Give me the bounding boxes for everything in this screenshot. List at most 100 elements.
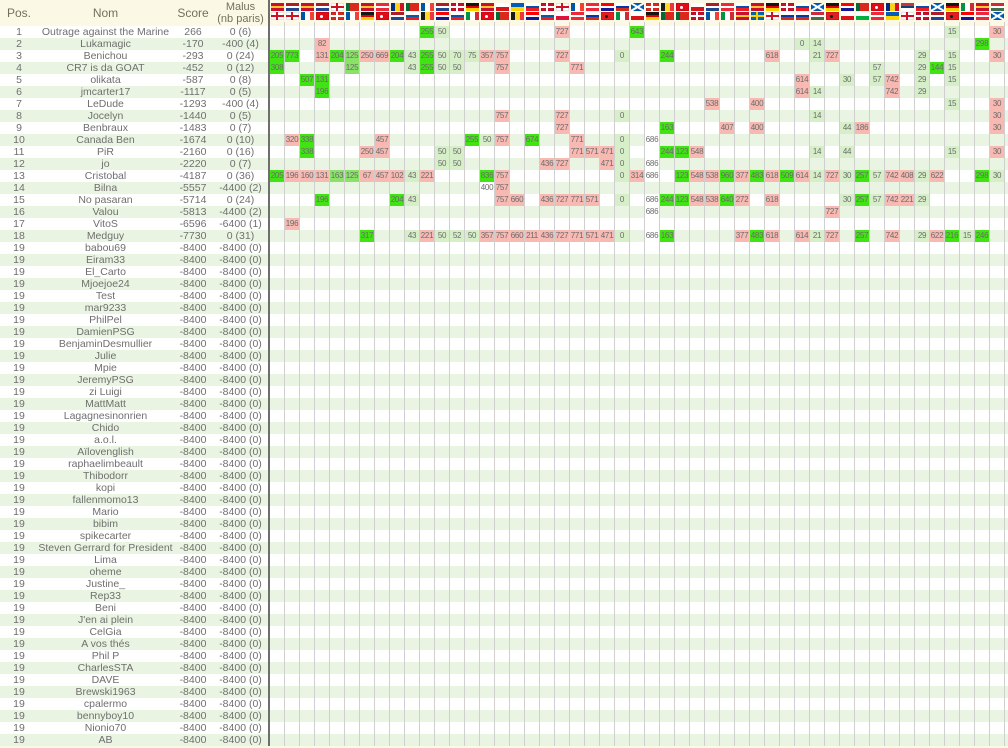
flag-stripe (481, 3, 494, 6)
bet-cell: 221 (420, 230, 434, 242)
malus-cell: -8400 (0) (219, 722, 262, 734)
flag-cross (650, 3, 653, 11)
pos-cell: 19 (13, 710, 25, 722)
bet-cell: 436 (540, 158, 554, 170)
malus-cell: -8400 (0) (219, 326, 262, 338)
table-row: 19 fallenmomo13 -8400 -8400 (0) (0, 494, 1008, 506)
flag-cross (455, 3, 458, 11)
malus-cell: -8400 (0) (219, 470, 262, 482)
switzerland-flag-icon (646, 3, 659, 11)
malus-cell: -6400 (1) (219, 218, 262, 230)
score-cell: -8400 (179, 566, 207, 578)
score-cell: -8400 (179, 638, 207, 650)
flag-stripe (721, 8, 734, 11)
turkey-flag-icon (376, 12, 389, 20)
score-cell: -8400 (179, 470, 207, 482)
score-cell: -1117 (180, 86, 206, 98)
flag-stripe (680, 12, 685, 20)
flag-stripe (856, 16, 869, 20)
malus-cell: 0 (31) (226, 230, 255, 242)
bet-cell: 483 (750, 170, 764, 182)
score-cell: -8400 (179, 698, 207, 710)
score-cell: -8400 (179, 554, 207, 566)
bets-grid (270, 650, 1008, 662)
score-cell: -452 (182, 62, 204, 74)
flag-stripe (646, 17, 659, 20)
bet-cell: 244 (660, 50, 674, 62)
table-row: 19 AB -8400 -8400 (0) (0, 734, 1008, 746)
table-row: 19 a.o.l. -8400 -8400 (0) (0, 434, 1008, 446)
flag-stripe (961, 17, 974, 20)
bet-cell: 742 (885, 74, 899, 86)
bet-cell: 244 (660, 146, 674, 158)
bet-cell: 757 (495, 182, 509, 194)
flag-stripe (511, 3, 524, 7)
germany-flag-icon (766, 3, 779, 11)
table-row: 1 Outrage against the Marine 266 0 (6) 255 50… (0, 26, 1008, 38)
flag-stripe (301, 3, 314, 6)
score-cell: -8400 (179, 590, 207, 602)
croatia-flag-icon (526, 12, 539, 20)
england-flag-icon (271, 12, 284, 20)
flag-stripe (969, 3, 974, 11)
flag-stripe (751, 5, 764, 9)
flag-stripe (271, 3, 284, 6)
scotland-flag-icon (991, 12, 1004, 20)
table-row: 19 raphaelimbeault -8400 -8400 (0) (0, 458, 1008, 470)
bet-cell: 571 (585, 146, 599, 158)
bet-cell: 14 (810, 110, 824, 122)
flag-stripe (436, 14, 449, 18)
pos-cell: 9 (16, 122, 22, 134)
bet-cell: 686 (645, 134, 659, 146)
table-row: 19 Julie -8400 -8400 (0) (0, 350, 1008, 362)
bets-grid: 205 196 160 131 163 125 67 457 102 43 221 836 757 0 31… (270, 170, 1008, 182)
malus-cell: 0 (12) (226, 62, 255, 74)
austria-flag-icon (976, 12, 989, 20)
flag-stripe (601, 5, 614, 9)
flag-stripe (691, 3, 704, 7)
bet-cell: 618 (765, 194, 779, 206)
name-cell: jmcarter17 (80, 86, 131, 98)
pos-cell: 5 (16, 74, 22, 86)
name-cell: Julie (94, 350, 117, 362)
flag-cross (290, 12, 293, 20)
malus-cell: 0 (7) (229, 122, 252, 134)
turkey-flag-icon (481, 12, 494, 20)
flag-stripe (316, 5, 329, 9)
row-left: 19 zi Luigi -8400 -8400 (0) (0, 386, 270, 398)
bets-grid: 205 773 131 204 125 250 669 204 43 255 50 70 75 357 75… (270, 50, 1008, 62)
pos-cell: 19 (13, 302, 25, 314)
italy-flag-icon (961, 3, 974, 11)
pos-cell: 19 (13, 242, 25, 254)
row-left: 14 Bilna -5557 -4400 (2) (0, 182, 270, 194)
flag-cross (646, 6, 659, 8)
table-row: 18 Medguy -7730 0 (31) 317 43 221 50 52 50 357 757 6… (0, 230, 1008, 242)
flag-stripe (586, 14, 599, 18)
malus-cell: -8400 (0) (219, 314, 262, 326)
bet-cell: 50 (435, 50, 449, 62)
bet-cell: 50 (450, 146, 464, 158)
name-cell: Lima (94, 554, 117, 566)
flag-stripe (736, 14, 749, 18)
table-row: 12 jo -2220 0 (7) 50 50 436 727 471 0 686 (0, 158, 1008, 170)
rows-container: 1 Outrage against the Marine 266 0 (6) 255 50… (0, 26, 1008, 748)
bet-cell: 622 (930, 170, 944, 182)
flag-stripe (496, 7, 509, 11)
table-row: 5 olikata -587 0 (8) 507 131 614 30 57 742 29 15 (0, 74, 1008, 86)
bet-cell: 30 (990, 146, 1004, 158)
scotland-flag-icon (931, 3, 944, 11)
bet-cell: 30 (990, 98, 1004, 110)
pos-cell: 19 (13, 362, 25, 374)
row-left: 19 fallenmomo13 -8400 -8400 (0) (0, 494, 270, 506)
bet-cell: 457 (375, 146, 389, 158)
score-cell: -4187 (179, 170, 207, 182)
bet-cell: 163 (660, 230, 674, 242)
flag-stripe (410, 3, 415, 11)
flag-stripe (571, 3, 576, 11)
name-cell: PiR (97, 146, 114, 158)
portugal-flag-icon (346, 3, 359, 11)
flag-stripe (586, 8, 599, 11)
pos-cell: 19 (13, 290, 25, 302)
malus-cell: -8400 (0) (219, 290, 262, 302)
pos-cell: 19 (13, 722, 25, 734)
